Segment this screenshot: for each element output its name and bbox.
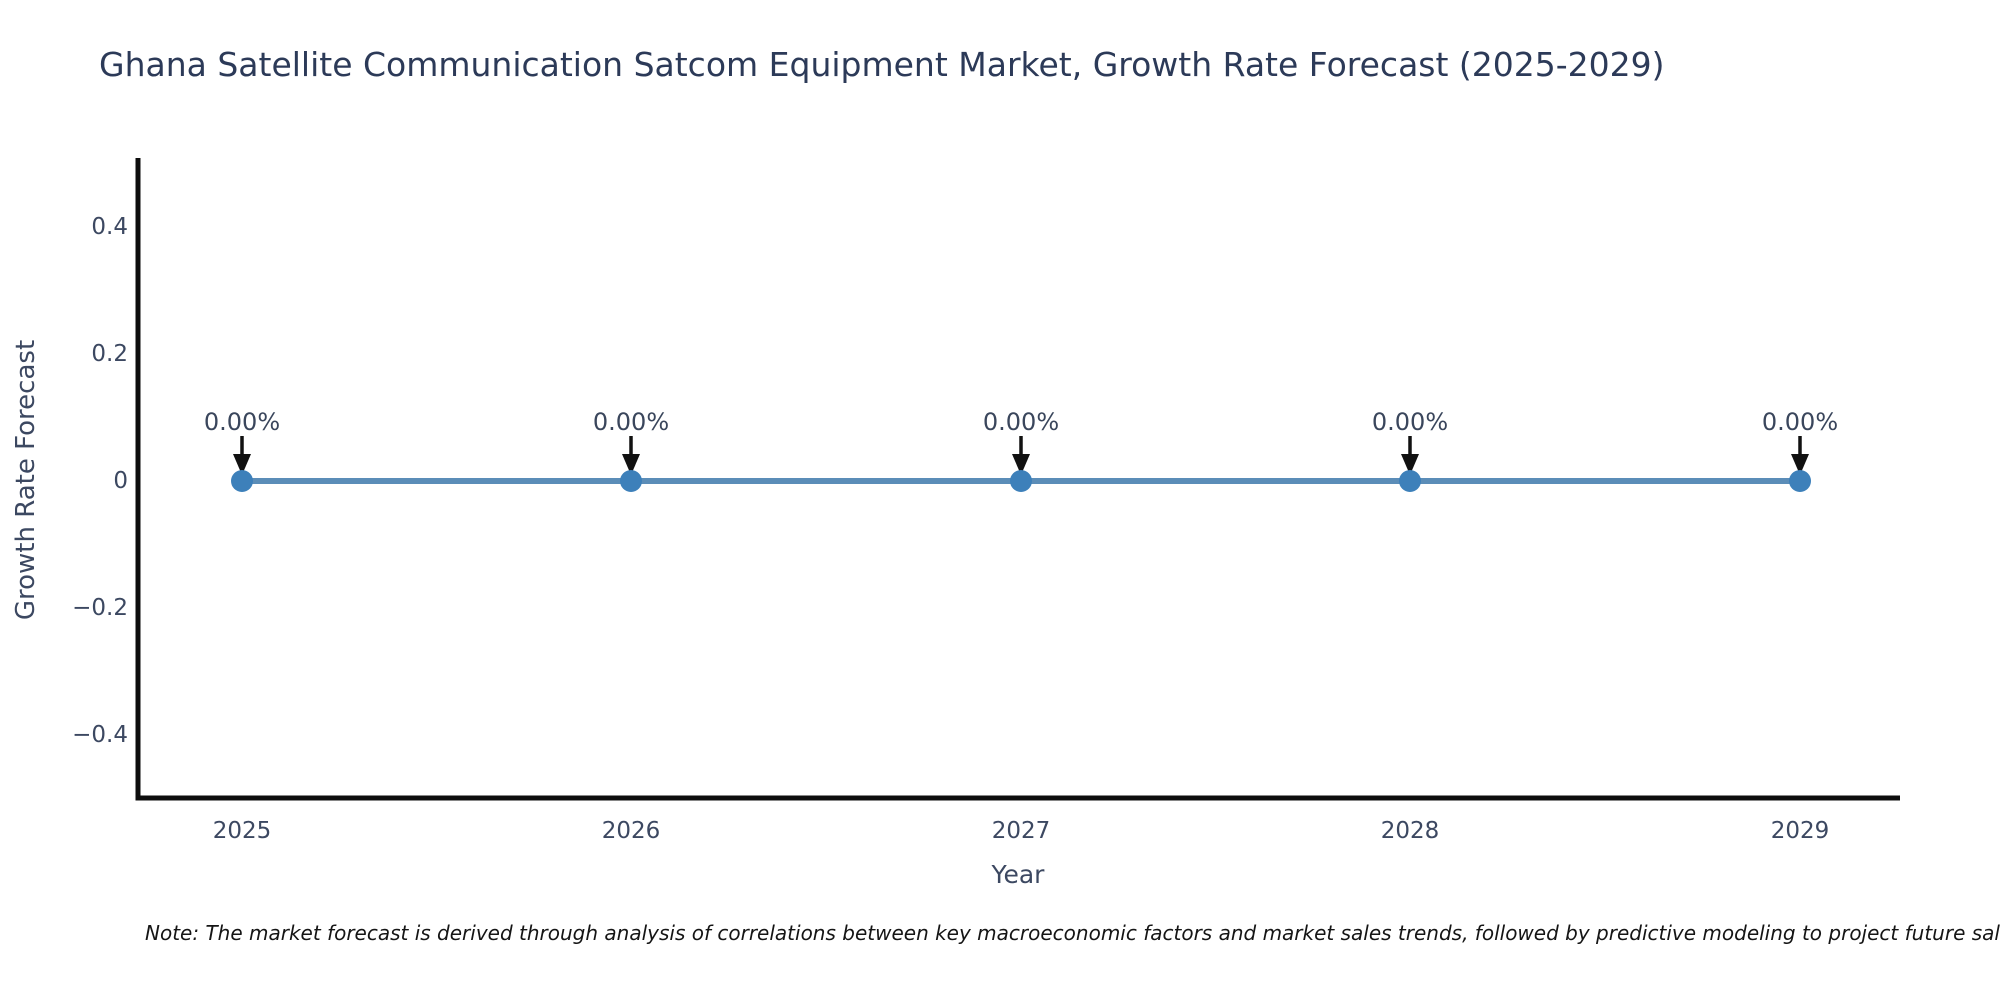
footnote: Note: The market forecast is derived thr… xyxy=(145,921,2000,945)
data-point-2026 xyxy=(620,470,642,492)
x-tick-label: 2027 xyxy=(991,818,1051,844)
point-annotation: 0.00% xyxy=(203,408,281,436)
point-annotation: 0.00% xyxy=(1761,408,1839,436)
annotation-arrowhead-2029 xyxy=(1791,454,1809,475)
x-tick-label: 2025 xyxy=(212,818,272,844)
y-tick-label: −0.2 xyxy=(72,595,128,621)
annotation-arrowhead-2028 xyxy=(1401,454,1419,475)
annotation-arrowhead-2025 xyxy=(233,454,251,475)
point-annotation: 0.00% xyxy=(1371,408,1449,436)
annotation-arrowhead-2026 xyxy=(622,454,640,475)
x-axis-title: Year xyxy=(991,860,1045,889)
data-point-2025 xyxy=(231,470,253,492)
y-tick-label: 0.2 xyxy=(91,341,128,367)
data-point-2028 xyxy=(1399,470,1421,492)
y-tick-label: 0.4 xyxy=(91,214,128,240)
x-tick-label: 2026 xyxy=(601,818,661,844)
y-tick-label: 0 xyxy=(113,468,128,494)
data-point-2029 xyxy=(1789,470,1811,492)
point-annotation: 0.00% xyxy=(592,408,670,436)
annotation-arrowhead-2027 xyxy=(1012,454,1030,475)
chart-title: Ghana Satellite Communication Satcom Equ… xyxy=(99,45,1665,84)
x-tick-label: 2029 xyxy=(1770,818,1830,844)
y-tick-label: −0.4 xyxy=(72,722,128,748)
point-annotation: 0.00% xyxy=(982,408,1060,436)
data-point-2027 xyxy=(1010,470,1032,492)
x-tick-label: 2028 xyxy=(1380,818,1440,844)
